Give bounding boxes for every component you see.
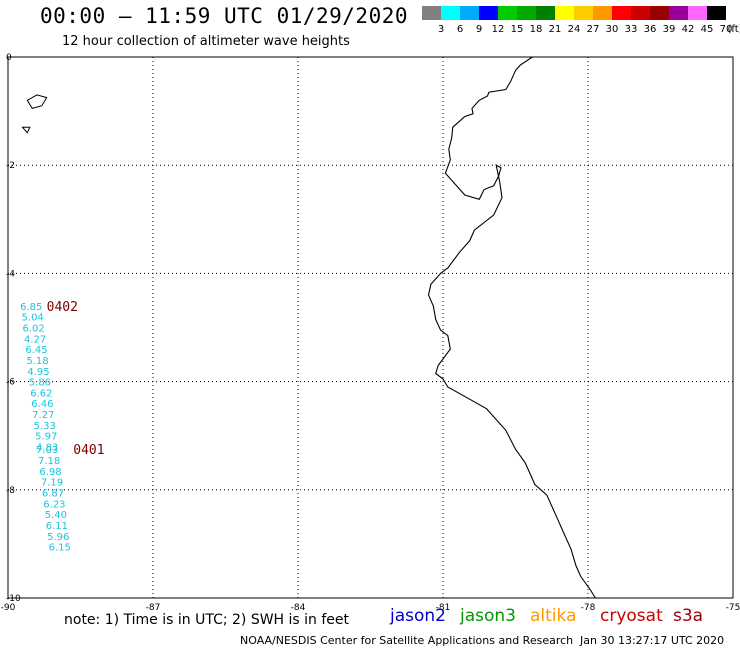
pass-time-label: 0402 <box>47 300 78 315</box>
y-tick-label: -2 <box>6 161 15 171</box>
scale-label: 30 <box>605 24 619 35</box>
page-title: 00:00 – 11:59 UTC 01/29/2020 <box>40 4 409 28</box>
wave-height-label: 5.96 <box>47 532 69 543</box>
wave-height-label: 6.23 <box>43 499 65 510</box>
x-tick-label: -90 <box>1 603 16 613</box>
scale-swatch-42 <box>669 6 688 20</box>
x-tick-label: -75 <box>726 603 740 613</box>
scale-label: 18 <box>529 24 543 35</box>
wave-height-label: 7.03 <box>36 445 58 456</box>
scale-label: 42 <box>681 24 695 35</box>
wave-height-label: 5.04 <box>22 313 44 324</box>
wave-height-label: 5.97 <box>35 432 57 443</box>
x-tick-label: -87 <box>146 603 161 613</box>
scale-label: 9 <box>475 24 483 35</box>
scale-label: 70 <box>719 24 733 35</box>
satellite-cryosat: cryosat <box>600 606 663 626</box>
wave-height-label: 6.46 <box>31 399 53 410</box>
scale-swatch-9 <box>460 6 479 20</box>
scale-label: 12 <box>491 24 505 35</box>
wave-height-label: 7.18 <box>38 456 60 467</box>
x-tick-label: -84 <box>291 603 306 613</box>
x-tick-label: -78 <box>581 603 596 613</box>
y-tick-label: -6 <box>6 378 15 388</box>
wave-height-label: 6.15 <box>49 543 71 554</box>
scale-label: 15 <box>510 24 524 35</box>
wave-height-label: 6.45 <box>25 345 47 356</box>
wave-height-label: 6.02 <box>23 324 45 335</box>
scale-label: 21 <box>548 24 562 35</box>
scale-label: 45 <box>700 24 714 35</box>
credit-line: NOAA/NESDIS Center for Satellite Applica… <box>240 634 574 647</box>
wave-height-label: 5.18 <box>26 356 48 367</box>
wave-height-label: 4.95 <box>27 367 49 378</box>
map-frame <box>7 56 734 599</box>
scale-label: 39 <box>662 24 676 35</box>
footer-note: note: 1) Time is in UTC; 2) SWH is in fe… <box>64 612 350 628</box>
scale-swatch-33 <box>612 6 631 20</box>
wave-height-label: 6.11 <box>46 521 68 532</box>
scale-label: 36 <box>643 24 657 35</box>
scale-label: 27 <box>586 24 600 35</box>
scale-swatch-15 <box>498 6 517 20</box>
wave-height-label: 6.62 <box>30 388 52 399</box>
scale-label: 24 <box>567 24 581 35</box>
scale-swatch-18 <box>517 6 536 20</box>
y-tick-label: 0 <box>6 53 12 63</box>
y-tick-label: -8 <box>6 486 15 496</box>
scale-swatch-3 <box>422 6 441 20</box>
y-tick-label: -10 <box>6 594 21 604</box>
wave-height-label: 6.98 <box>39 467 61 478</box>
scale-swatch-27 <box>574 6 593 20</box>
wave-height-label: 6.85 <box>20 302 42 313</box>
satellite-jason3: jason3 <box>460 606 516 626</box>
satellite-altika: altika <box>530 606 577 626</box>
scale-label: 3 <box>437 24 445 35</box>
generated-timestamp: Jan 30 13:27:17 UTC 2020 <box>580 634 725 647</box>
scale-swatch-6 <box>441 6 460 20</box>
wave-height-label: 5.40 <box>45 510 67 521</box>
scale-swatch-24 <box>555 6 574 20</box>
wave-height-label: 4.83 <box>36 443 58 454</box>
satellite-jason2: jason2 <box>390 606 446 626</box>
scale-unit: (ft) <box>727 24 740 35</box>
scale-swatch-30 <box>593 6 612 20</box>
coastline <box>427 56 596 599</box>
satellite-s3a: s3a <box>673 606 704 626</box>
scale-swatch-36 <box>631 6 650 20</box>
page-subtitle: 12 hour collection of altimeter wave hei… <box>62 34 350 49</box>
wave-height-label: 5.86 <box>29 378 51 389</box>
wave-height-label: 7.27 <box>32 410 54 421</box>
island-outline <box>26 94 48 109</box>
scale-label: 33 <box>624 24 638 35</box>
scale-swatch-45 <box>688 6 707 20</box>
pass-time-label: 0401 <box>73 443 104 458</box>
y-tick-label: -4 <box>6 269 15 279</box>
scale-swatch-12 <box>479 6 498 20</box>
wave-height-label: 7.19 <box>41 478 63 489</box>
scale-swatch-70 <box>707 6 726 20</box>
x-tick-label: -81 <box>436 603 451 613</box>
scale-swatch-39 <box>650 6 669 20</box>
island-outline <box>21 126 31 134</box>
scale-label: 6 <box>456 24 464 35</box>
scale-swatch-21 <box>536 6 555 20</box>
wave-height-label: 4.27 <box>24 334 46 345</box>
wave-height-label: 6.87 <box>42 489 64 500</box>
wave-height-label: 5.33 <box>34 421 56 432</box>
